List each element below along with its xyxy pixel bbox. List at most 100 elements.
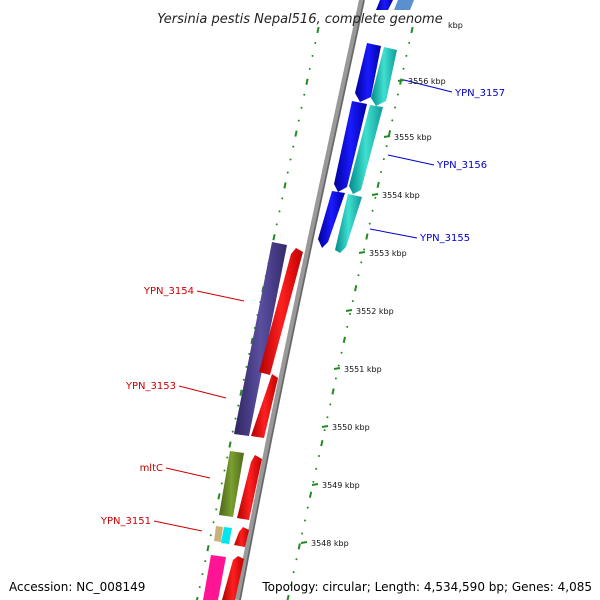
inner-guide-dot [248,352,251,355]
outer-guide-dot [357,274,360,277]
tick-label-top-partial: kbp [448,21,463,30]
gene-labels: YPN_3157 YPN_3156 YPN_3155 YPN_3154 YPN_3153… [100,79,505,532]
outer-guide-dash [354,285,358,292]
gene-forward-YPN_3155[interactable] [335,194,362,253]
outer-guide-dash [410,26,414,34]
tick-mark [311,483,319,486]
tick-mark [371,193,379,196]
cds-reverse-mltC [219,451,244,517]
inner-guide-dot [311,54,314,57]
tick-mark [321,425,329,428]
inner-guide-dash [206,545,210,552]
gene-label-YPN_3157[interactable]: YPN_3157 [454,88,505,99]
outer-guide-dot [351,300,354,303]
feature-track [203,0,414,600]
inner-guide-dot [198,586,201,589]
inner-guide-dot [286,171,289,174]
inner-guide-dash [195,596,199,600]
inner-guide-dot [204,560,207,563]
cds-forward-YPN_3156[interactable] [334,101,367,192]
backbone-line [235,0,365,600]
outer-guide-dot [368,222,371,225]
inner-guide-dash [272,234,276,241]
genome-backbone [235,0,365,600]
cds-forward-top-right[interactable] [394,0,414,10]
outer-guide-dot [318,455,320,457]
gene-reverse-bottom[interactable] [222,556,244,600]
inner-guide-dash [283,182,287,189]
outer-guide-dot [329,403,332,406]
outer-guide-dot [337,364,340,367]
tick-label: 3553 kbp [369,249,407,258]
outer-guide-dot [371,209,374,212]
outer-guide-dot [360,261,363,264]
inner-guide-dot [231,430,234,433]
inner-guide-dash [316,26,320,34]
inner-guide-dash [294,130,298,137]
backbone-edge [239,0,365,600]
inner-guide-dot [242,378,245,381]
leader-line-YPN_3156 [387,154,435,166]
inner-guide-dot [245,365,248,368]
gene-forward-YPN_3157[interactable] [371,47,397,106]
inner-guide-dot [201,573,204,576]
gene-reverse-YPN_3153[interactable] [251,374,278,438]
cds-forward-YPN_3157[interactable] [355,43,381,102]
outer-guide-dot [402,67,405,70]
cds-reverse-YPN_3151 [221,527,232,544]
outer-guide-dot [295,558,298,561]
inner-guide-dot [215,508,218,511]
outer-guide-dot [346,325,349,328]
outer-guide-dash [365,233,369,240]
gene-label-YPN_3156[interactable]: YPN_3156 [436,160,487,171]
gene-forward-YPN_3156[interactable] [349,105,383,194]
tick-mark [358,251,366,254]
tick-label: 3554 kbp [382,191,420,200]
tick-mark [300,541,308,544]
leader-line-YPN_3155 [369,228,418,239]
outer-guide-dash [286,594,290,600]
outer-guide-dot [363,248,366,251]
inner-guide-dot [292,145,295,148]
inner-guide-dot [289,158,292,161]
gene-label-YPN_3151[interactable]: YPN_3151 [100,516,151,527]
cds-forward-YPN_3155[interactable] [318,191,345,248]
genome-title: Yersinia pestis Nepal516, complete genom… [157,12,442,27]
outer-guide-dash [376,181,380,189]
outer-guide-dot [315,467,318,470]
inner-guide-dash [228,441,232,448]
tick-label: 3550 kbp [332,423,370,432]
gene-label-mltC[interactable]: mltC [140,463,163,474]
tick-label: 3556 kbp [408,77,446,86]
outer-guide-dot [301,532,304,535]
inner-guide-dot [281,197,284,200]
outer-guide-dot [374,196,377,199]
tick-mark [345,309,353,312]
gene-label-YPN_3155[interactable]: YPN_3155 [419,233,470,244]
outer-guide-dash [320,439,324,447]
gene-label-YPN_3153[interactable]: YPN_3153 [125,381,176,392]
inner-guide-dot [223,469,226,472]
cds-reverse-YPN_3151-tan [214,526,223,542]
tick-label: 3551 kbp [344,365,382,374]
gene-reverse-YPN_3151[interactable] [234,527,249,547]
outer-guide-dash [308,491,313,498]
cds-reverse-bottom [203,555,226,600]
inner-guide-dot [303,93,306,96]
tick-label: 3552 kbp [356,307,394,316]
inner-guide-dash [250,337,254,345]
gene-reverse-YPN_3154[interactable] [259,248,303,375]
tick-labels: 3556 kbp 3555 kbp 3554 kbp 3553 kbp 3552 kbp… [300,77,446,548]
leader-line-YPN_3151 [153,520,203,532]
inner-guide-dot [209,534,212,537]
genome-summary-text: Topology: circular; Length: 4,534,590 bp… [262,580,592,594]
gene-reverse-mltC[interactable] [237,455,262,520]
cds-forward-top[interactable] [376,0,393,10]
outer-guide-dot [306,506,309,509]
gene-label-YPN_3154[interactable]: YPN_3154 [143,286,194,297]
inner-guide-dot [297,119,300,122]
outer-guide-dot [326,416,329,419]
inner-guide-dot [308,67,311,70]
outer-guide-dash [342,336,346,343]
inner-guide-dot [300,106,303,109]
